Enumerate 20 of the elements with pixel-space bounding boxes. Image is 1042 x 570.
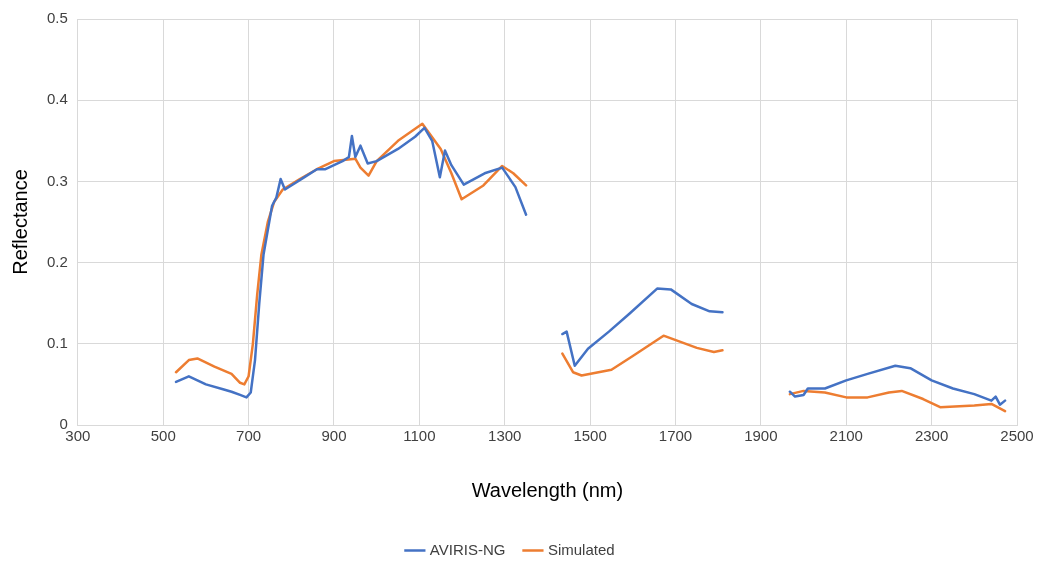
x-tick-label: 1300 bbox=[488, 427, 522, 445]
legend-label: AVIRIS-NG bbox=[429, 540, 506, 558]
legend-label: Simulated bbox=[547, 540, 615, 558]
y-tick-label: 0.5 bbox=[46, 9, 68, 27]
x-tick-label: 2500 bbox=[1000, 427, 1034, 445]
x-tick-label: 700 bbox=[236, 427, 262, 445]
x-tick-label: 2100 bbox=[829, 427, 863, 445]
y-tick-label: 0.2 bbox=[46, 252, 68, 270]
x-tick-label: 1500 bbox=[573, 427, 607, 445]
x-tick-label: 500 bbox=[150, 427, 176, 445]
x-tick-label: 900 bbox=[321, 427, 347, 445]
y-tick-label: 0.1 bbox=[46, 333, 68, 351]
y-tick-label: 0.4 bbox=[46, 90, 68, 108]
x-axis-title: Wavelength (nm) bbox=[471, 478, 624, 501]
x-tick-label: 1900 bbox=[744, 427, 778, 445]
x-tick-label: 1100 bbox=[403, 427, 436, 445]
x-tick-label: 2300 bbox=[914, 427, 949, 445]
y-axis-title: Reflectance bbox=[8, 169, 31, 275]
x-tick-label: 1700 bbox=[658, 427, 693, 445]
y-tick-label: 0.3 bbox=[46, 171, 68, 189]
